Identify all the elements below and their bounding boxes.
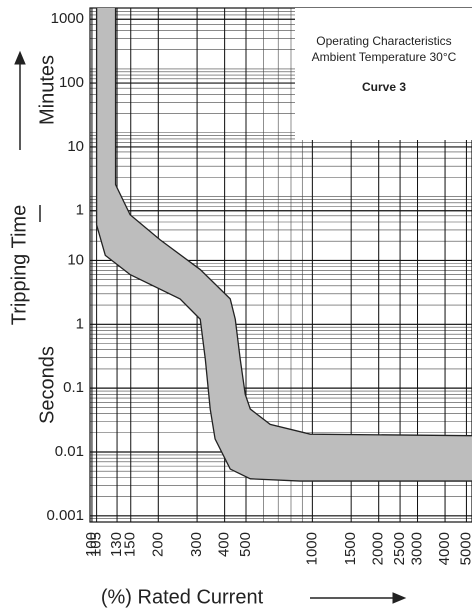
x-tick-label: 400	[216, 532, 233, 557]
x-tick-label: 4000	[436, 532, 453, 565]
y-tick-label: 0.01	[55, 443, 84, 460]
y-tick-label: 1000	[51, 10, 84, 27]
y-tick-label: 1	[76, 202, 84, 219]
x-axis-title: (%) Rated Current	[101, 586, 264, 608]
annotation-box	[295, 8, 472, 140]
plot-border	[89, 7, 472, 523]
marks	[95, 8, 472, 482]
x-tick-label: 500	[237, 532, 254, 557]
y-axis-title: Tripping Time	[8, 205, 30, 325]
band-edge	[95, 8, 472, 482]
y-tick-label: 100	[59, 74, 84, 91]
y-tick-label: 10	[67, 251, 84, 268]
x-tick-label: 300	[188, 532, 205, 557]
x-tick-label: 105	[88, 532, 105, 557]
band-edge	[114, 8, 472, 437]
x-tick-label: 2500	[391, 532, 408, 565]
x-tick-label: 150	[122, 532, 139, 557]
y-tick-label: 10	[67, 138, 84, 155]
x-tick-label: 100	[83, 532, 100, 557]
x-tick-label: 2000	[370, 532, 387, 565]
x-tick-label: 3000	[408, 532, 425, 565]
x-tick-label: 1000	[303, 532, 320, 565]
x-tick-label: 200	[149, 532, 166, 557]
y-tick-label: 0.1	[63, 379, 84, 396]
x-tick-label: 130	[108, 532, 125, 557]
y-unit: Minutes	[36, 55, 58, 125]
y-tick-label: 1	[76, 315, 84, 332]
x-tick-label: 1500	[342, 532, 359, 565]
axis-arrows	[14, 50, 407, 604]
y-tick-label: 0.001	[46, 507, 84, 524]
y-unit: Seconds	[36, 346, 58, 424]
x-tick-label: 5000	[457, 532, 472, 565]
annotation: Ambient Temperature 30°C	[312, 50, 457, 64]
annotation: Operating Characteristics	[316, 34, 451, 48]
annotation: Curve 3	[362, 80, 406, 94]
